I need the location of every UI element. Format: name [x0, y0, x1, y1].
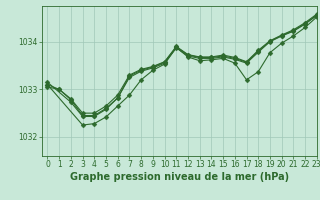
X-axis label: Graphe pression niveau de la mer (hPa): Graphe pression niveau de la mer (hPa): [70, 172, 289, 182]
